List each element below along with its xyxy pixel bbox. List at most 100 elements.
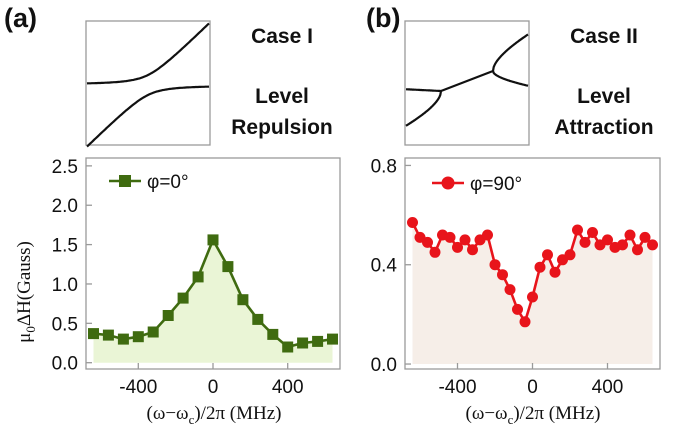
panel-b-inset-right-branch [491,33,529,87]
chart-b-y-tick-label: 0.4 [371,256,398,277]
chart-b-data-point [512,303,523,315]
chart-b-area-fill [412,222,653,364]
chart-b-xlabel-subscript: c [508,412,514,427]
chart-a-data-point [267,328,279,340]
chart-b-data-point [519,316,531,328]
panel-b-inset-middle-branch [440,69,494,93]
chart-a-data-point [252,313,264,325]
chart-b-data-point [489,259,501,271]
chart-a-data-point [237,294,249,306]
chart-a-data-point [102,329,114,341]
chart-a-y-tick-label: 1.0 [52,275,78,296]
panel-a-case-label: Case I [251,25,313,48]
chart-a-data-point [88,328,99,340]
chart-b-data-point [497,269,508,281]
chart-a-data-point [297,337,309,349]
chart-b-data-point [527,291,538,303]
chart-b-markers [407,217,658,328]
chart-a-legend: φ=0° [109,172,189,193]
chart-b-x-tick-label: -400 [438,377,476,398]
chart-b-data-point [422,236,433,248]
chart-b-y-tick-label: 0.8 [371,156,397,177]
chart-b-xlabel-prefix: (ω−ω [466,403,508,424]
chart-b-data-point [504,284,516,296]
chart-b-x-tick-label: 0 [527,377,538,398]
chart-a-legend-label: φ=0° [147,172,189,193]
panel-b-inset-frame [404,20,530,146]
chart-a-x-axis-label: (ω−ωc)/2π (MHz) [147,403,282,427]
chart-b-data-point [534,261,546,273]
chart-b-x-tick-label: 400 [592,377,624,398]
y-axis-label: μ0ΔH(Gauss) [14,241,38,343]
chart-b-data-point [632,244,643,256]
chart-b-data-point [542,249,553,261]
chart-a-data-point [147,326,159,338]
chart-b-x-ticks: -400 0 400 [438,363,623,398]
chart-b-data-point [617,239,628,251]
chart-b-y-tick-label: 0.0 [371,355,397,376]
panel-b-case-label: Case II [570,25,638,48]
chart-a-data-point [207,234,219,246]
chart-b-data-point [467,244,478,256]
chart-a-y-ticks: 0.0 0.5 1.0 1.5 2.0 2.5 [52,157,92,375]
chart-a-y-tick-label: 1.5 [52,236,78,257]
chart-b-data-point [407,217,418,228]
chart-b-data-point [564,249,576,261]
chart-a-y-tick-label: 2.5 [52,157,78,178]
chart-a-data-point [192,271,204,283]
chart-b-legend-marker [441,176,455,190]
chart-a-data-point [117,333,129,345]
chart-a-xlabel-prefix: (ω−ω [147,403,189,424]
chart-b-legend: φ=90° [432,174,522,195]
chart-b-data-point [459,234,471,246]
chart-a-xlabel-subscript: c [189,412,195,427]
chart-a-markers [88,234,338,353]
panel-b-phenomenon-line2: Attraction [554,116,653,139]
chart-a-x-ticks: -400 0 400 [119,363,304,398]
chart-b-data-point [579,236,591,248]
y-axis-label-mu: μ [14,333,35,343]
chart-b-data-point [452,241,463,253]
chart-a-data-point [132,331,144,343]
chart-b-x-axis-label: (ω−ωc)/2π (MHz) [466,403,601,427]
chart-a-y-tick-label: 0.0 [52,354,78,375]
chart-a-data-point [312,335,324,347]
chart-b-data-point [587,227,598,238]
chart-a-data-point [177,292,189,304]
panel-b-letter: (b) [366,3,400,33]
panel-a-phenomenon-line1: Level [255,85,309,108]
chart-a-legend-marker [119,175,131,187]
chart-a-data-point [162,310,174,321]
chart-a-data-point [282,341,294,353]
chart-b-data-point [572,224,583,236]
chart-b-xlabel-suffix: )/2π (MHz) [513,403,600,424]
panel-b-phenomenon-line1: Level [577,85,631,108]
chart-a-data-point [327,333,338,345]
chart-b-data-point [444,231,456,243]
chart-b-y-ticks: 0.0 0.4 0.8 [371,156,411,376]
chart-b-data-point [639,231,651,243]
chart-a-x-tick-label: 0 [208,377,219,398]
y-axis-label-subscript: 0 [23,326,38,333]
chart-a-y-tick-label: 2.0 [52,196,78,217]
chart-b-data-point [429,246,441,258]
panel-a-inset-upper-branch [86,22,210,85]
panel-a-letter: (a) [4,3,37,33]
chart-b-data-point [602,234,613,246]
chart-a-x-tick-label: -400 [119,377,157,398]
chart-b-data-point [482,229,493,241]
chart-b-data-point [549,266,561,278]
chart-b: 0.0 0.4 0.8 -400 0 400 φ=90° (ω−ωc)/2π (MHz) [371,156,661,427]
chart-b-legend-label: φ=90° [470,174,522,195]
chart-a-xlabel-suffix: )/2π (MHz) [194,403,281,424]
chart-a-data-point [222,261,234,273]
chart-b-data-point [624,229,636,241]
panel-a-phenomenon-line2: Repulsion [231,116,333,139]
chart-b-data-point [647,239,658,251]
chart-a-y-tick-label: 0.5 [52,314,78,335]
chart-a: 0.0 0.5 1.0 1.5 2.0 2.5 -400 0 400 φ=0° (ω−ωc)/… [52,157,341,427]
panel-a-inset-lower-branch [86,85,210,148]
y-axis-label-rest: ΔH(Gauss) [14,241,35,326]
chart-a-x-tick-label: 400 [272,377,304,398]
